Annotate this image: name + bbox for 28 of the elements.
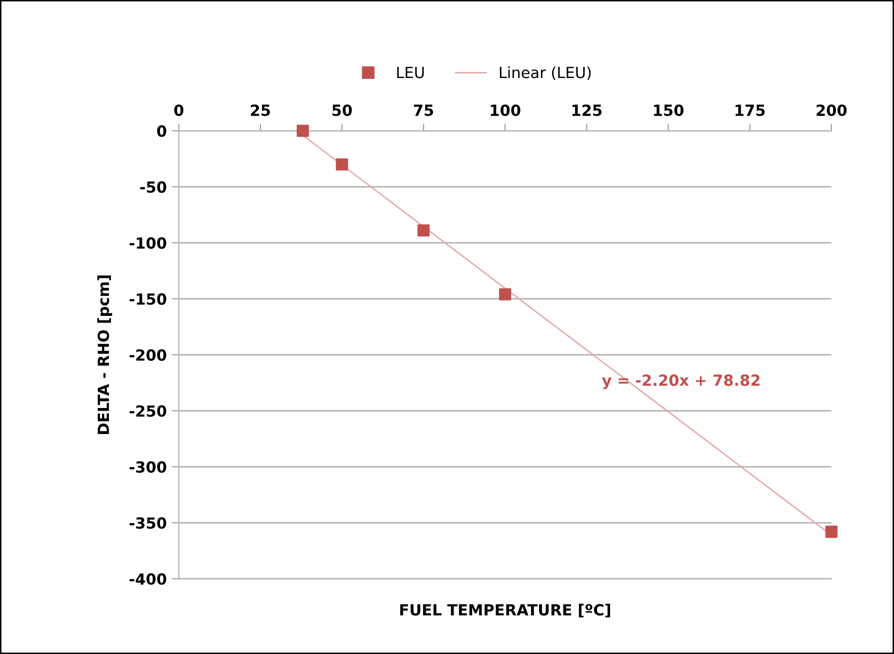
- point: [417, 224, 430, 237]
- legend-label: LEU: [397, 66, 424, 78]
- x-tick-label: 175: [736, 104, 765, 116]
- legend-label: Linear (LEU): [500, 66, 591, 80]
- y-axis-title: DELTA - RHO [pcm]: [97, 276, 112, 434]
- y-tick-label: -100: [130, 237, 166, 249]
- y-tick-label: -350: [130, 517, 166, 529]
- annotation: y = -2.20x + 78.82: [602, 374, 760, 390]
- y-tick-label: -300: [130, 461, 166, 473]
- x-tick-label: 100: [490, 104, 520, 116]
- y-tick-label: -50: [140, 181, 166, 193]
- x-tick-label: 200: [816, 104, 847, 116]
- y-tick-label: -150: [130, 293, 166, 305]
- y-tick-label: -250: [130, 405, 166, 417]
- point: [499, 288, 512, 300]
- y-tick-label: -200: [130, 349, 166, 361]
- x-axis-title: FUEL TEMPERATURE [ºC]: [400, 604, 610, 618]
- point: [336, 158, 348, 170]
- x-tick-label: 75: [414, 104, 434, 116]
- point: [296, 124, 309, 137]
- x-tick-label: 50: [332, 104, 352, 116]
- y-tick-label: 0: [157, 125, 166, 137]
- point: [825, 526, 838, 538]
- x-tick-label: 125: [572, 104, 602, 116]
- x-tick-label: 150: [654, 104, 684, 116]
- x-tick-label: 25: [250, 104, 270, 116]
- y-tick-label: -400: [130, 573, 166, 585]
- x-tick-label: 0: [174, 104, 184, 116]
